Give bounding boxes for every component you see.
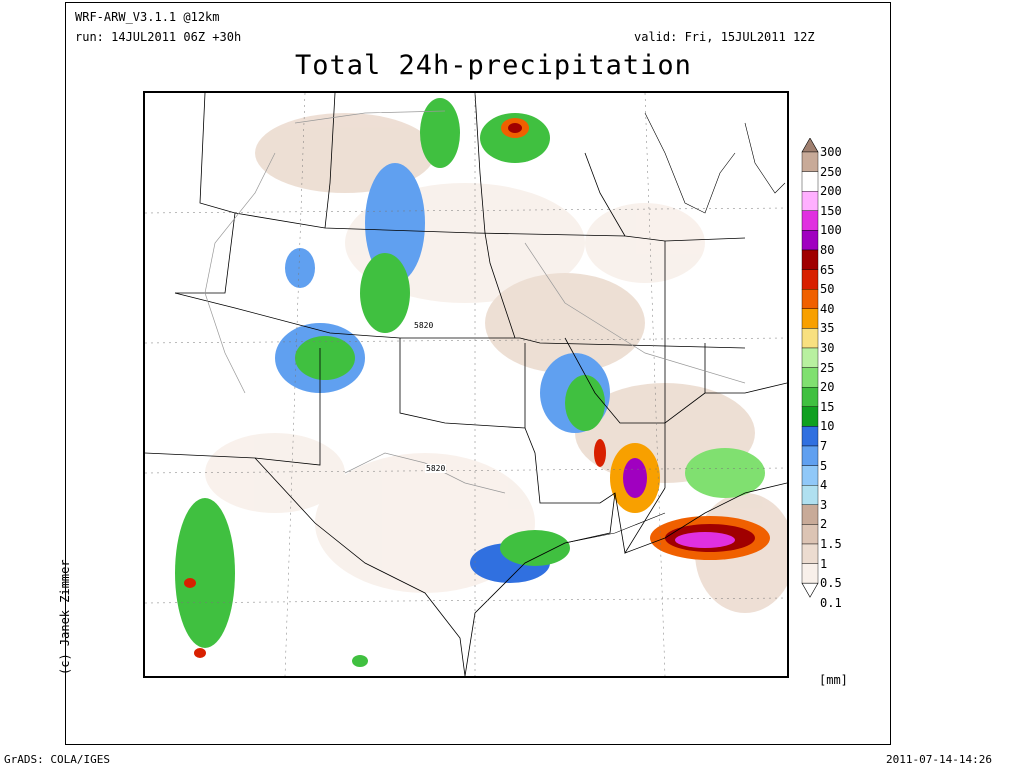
legend-unit: [mm]: [819, 673, 848, 687]
legend-arrow-bottom: [801, 582, 819, 598]
legend-swatch: [801, 465, 819, 486]
legend-label: 4: [820, 478, 828, 493]
legend-swatch: [801, 308, 819, 329]
plot-frame: [65, 2, 891, 745]
model-label: WRF-ARW_V3.1.1 @12km: [75, 10, 220, 24]
contour-label-1: 5820: [413, 321, 435, 330]
credit-label: (c) Janek Zimmer: [58, 559, 72, 675]
legend-swatch: [801, 171, 819, 192]
legend-label: 7: [820, 439, 828, 453]
coastlines: [524, 112, 786, 564]
legend-swatch: [801, 269, 819, 290]
legend-label: 100: [820, 223, 842, 238]
legend-swatch: [801, 191, 819, 212]
legend-swatch: [801, 210, 819, 231]
map-graphic: [145, 93, 787, 676]
legend-swatch: [801, 524, 819, 545]
legend-swatch: [801, 151, 819, 172]
terrain-contours: [204, 110, 746, 494]
legend-label: 30: [820, 341, 835, 355]
legend-swatch: [801, 347, 819, 368]
legend-label: 1: [820, 556, 828, 571]
legend-label: 10: [820, 419, 835, 434]
lat-lon-grid: [145, 93, 787, 676]
legend-swatch: [801, 328, 819, 349]
legend-label: 0.5: [820, 576, 842, 591]
legend-label: 20: [820, 380, 835, 395]
legend-swatch: [801, 249, 819, 270]
legend-label: 65: [820, 262, 835, 277]
legend-swatch: [801, 230, 819, 251]
legend-swatch: [801, 563, 819, 584]
valid-label: valid: Fri, 15JUL2011 12Z: [634, 30, 815, 44]
state-boundaries: [145, 93, 787, 676]
legend-label: 1.5: [820, 537, 842, 551]
run-label: run: 14JUL2011 06Z +30h: [75, 30, 242, 44]
legend-label: 25: [820, 360, 835, 375]
legend-label: 50: [820, 282, 835, 297]
legend-label: 300: [820, 145, 842, 159]
legend-swatch: [801, 543, 819, 564]
legend-colorbar: [801, 138, 819, 598]
legend-swatch: [801, 367, 819, 388]
legend-arrow-top: [801, 138, 819, 153]
legend-swatch: [801, 406, 819, 427]
legend-swatch: [801, 386, 819, 407]
legend-label: 15: [820, 399, 835, 414]
legend-label: 5: [820, 458, 828, 473]
color-legend: 300 250 200 150 100 80 65 50 40 35 30 25 20 15 10 7 5 4 3 2…: [800, 138, 860, 628]
contour-label-2: 5820: [425, 464, 447, 473]
legend-label: 2: [820, 517, 828, 532]
legend-label: 200: [820, 184, 842, 199]
legend-label: 150: [820, 203, 842, 218]
precipitation-map: 5820 5820: [143, 91, 789, 678]
legend-label: 250: [820, 164, 842, 179]
legend-swatch: [801, 485, 819, 506]
legend-label: 0.1: [820, 595, 842, 610]
footer-right: 2011-07-14-14:26: [886, 753, 992, 766]
legend-swatch: [801, 445, 819, 466]
legend-label: 35: [820, 321, 835, 336]
legend-label: 40: [820, 301, 835, 316]
legend-swatch: [801, 504, 819, 525]
footer-left: GrADS: COLA/IGES: [4, 753, 110, 766]
legend-swatch: [801, 426, 819, 447]
legend-label: 80: [820, 243, 835, 257]
heavy-precip-areas: [184, 118, 770, 658]
map-title: Total 24h-precipitation: [295, 50, 692, 81]
legend-swatch: [801, 288, 819, 309]
moderate-precip-areas: [175, 98, 765, 667]
legend-label: 3: [820, 497, 828, 512]
